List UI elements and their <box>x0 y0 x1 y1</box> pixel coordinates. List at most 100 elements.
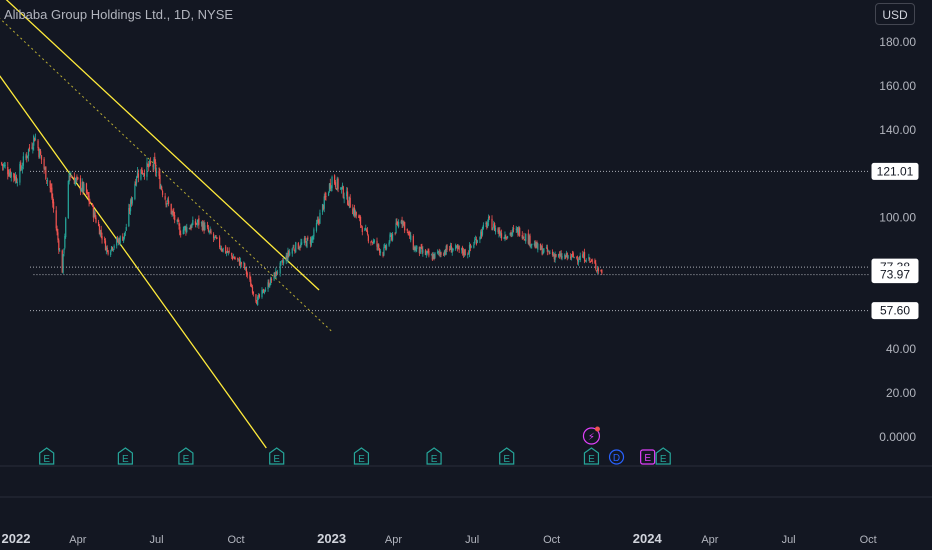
candle-body <box>419 246 421 254</box>
time-tick-label: 2024 <box>633 531 663 546</box>
candle-body <box>396 221 398 224</box>
candle-body <box>299 246 301 248</box>
earnings-marker <box>499 447 515 465</box>
candle-body <box>548 251 550 253</box>
candle-body <box>600 270 602 272</box>
candle-body <box>128 207 130 227</box>
candle-body <box>88 195 90 203</box>
candle-body <box>553 254 555 259</box>
candle-body <box>244 263 246 269</box>
trend-line-channel-mid <box>0 17 333 333</box>
candle-body <box>433 253 435 259</box>
candle-body <box>104 240 107 251</box>
candle-body <box>204 225 206 231</box>
candle-body <box>112 248 114 251</box>
candle-body <box>225 246 227 254</box>
candle-body <box>104 238 106 240</box>
candle-body <box>50 187 52 190</box>
candle-body <box>116 238 118 246</box>
time-tick-label: Jul <box>465 534 479 546</box>
candle-body <box>540 246 542 250</box>
candle-body <box>75 178 77 180</box>
candles <box>1 133 603 306</box>
candle-body <box>317 219 319 222</box>
chart-title: Alibaba Group Holdings Ltd., 1D, NYSE <box>4 7 234 22</box>
trend-line-channel-upper <box>5 0 320 291</box>
candle-body <box>498 230 500 234</box>
candle-body <box>240 262 242 265</box>
candle-body <box>26 155 28 159</box>
candle-body <box>560 253 562 259</box>
earnings-marker-label: E <box>122 454 129 465</box>
candle-body <box>166 203 168 205</box>
candle-body <box>521 235 523 239</box>
candle-body <box>379 251 382 253</box>
candle-body <box>281 260 283 262</box>
candle-body <box>286 255 288 260</box>
candle-body <box>292 246 294 248</box>
price-tick-label: 20.00 <box>886 386 916 400</box>
candle-body <box>487 217 490 222</box>
candle-body <box>263 289 265 293</box>
candle-body <box>27 149 30 156</box>
candle-body <box>209 229 211 232</box>
candle-body <box>464 249 466 256</box>
candle-body <box>116 238 119 242</box>
event-markers[interactable]: E E E E E E E E D EE⚡ <box>39 426 671 466</box>
candle-body <box>228 250 230 253</box>
candle-body <box>38 148 40 158</box>
time-tick-label: 2022 <box>2 531 31 546</box>
candle-body <box>161 190 164 195</box>
candle-body <box>310 238 312 246</box>
candle-body <box>140 169 142 180</box>
candle-body <box>226 250 229 253</box>
candle-body <box>512 229 514 234</box>
candle-body <box>191 223 193 228</box>
time-tick-label: Oct <box>543 534 560 546</box>
candle-body <box>192 219 194 226</box>
earnings-marker <box>178 447 194 465</box>
candle-body <box>473 244 475 248</box>
currency-button[interactable]: USD <box>875 3 915 25</box>
candle-body <box>424 250 427 255</box>
candle-body <box>220 248 222 250</box>
candle-body <box>255 294 257 302</box>
candle-body <box>311 238 313 240</box>
candle-body <box>93 211 95 218</box>
candle-body <box>316 220 318 223</box>
candle-body <box>14 176 16 180</box>
candle-body <box>148 164 150 168</box>
candle-body <box>347 203 350 206</box>
candle-body <box>571 253 574 255</box>
candle-body <box>488 216 491 218</box>
candle-body <box>250 279 252 287</box>
candle-body <box>237 257 239 260</box>
candle-body <box>421 247 423 253</box>
earnings-marker-label: E <box>431 454 438 465</box>
candle-body <box>59 250 61 252</box>
trend-line-channel-lower <box>0 75 267 449</box>
candle-body <box>601 269 603 274</box>
candle-body <box>444 251 446 254</box>
price-tick-label: 160.00 <box>879 79 916 93</box>
candle-body <box>219 237 221 248</box>
candle-body <box>202 222 204 230</box>
candle-body <box>40 155 43 160</box>
candle-body <box>463 249 465 256</box>
candle-body <box>523 236 525 238</box>
candle-body <box>388 242 390 246</box>
candle-body <box>515 228 517 230</box>
candle-body <box>361 227 363 232</box>
candle-body <box>527 233 529 244</box>
candle-body <box>87 192 89 198</box>
candle-body <box>135 182 137 185</box>
candle-body <box>346 191 348 197</box>
candle-body <box>249 274 251 280</box>
candle-body <box>371 241 373 243</box>
candle-body <box>297 243 299 250</box>
candle-body <box>282 261 284 263</box>
candle-body <box>180 233 182 235</box>
candle-body <box>432 254 434 259</box>
candle-body <box>476 240 478 243</box>
